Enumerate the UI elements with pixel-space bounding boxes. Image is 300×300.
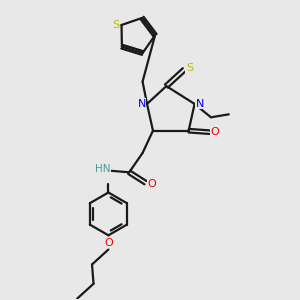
Text: HN: HN [95, 164, 111, 174]
Text: S: S [186, 63, 193, 73]
Text: O: O [147, 179, 156, 189]
Text: O: O [210, 127, 219, 137]
Text: N: N [137, 99, 146, 109]
Text: N: N [196, 99, 204, 109]
Text: O: O [104, 238, 113, 248]
Text: S: S [112, 20, 120, 30]
